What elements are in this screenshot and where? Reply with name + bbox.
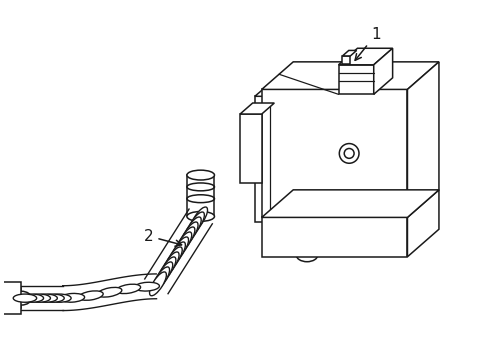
- Ellipse shape: [178, 227, 195, 251]
- Ellipse shape: [339, 144, 358, 163]
- Ellipse shape: [149, 272, 166, 296]
- Text: 2: 2: [143, 229, 181, 246]
- Ellipse shape: [330, 155, 339, 164]
- Polygon shape: [240, 103, 274, 114]
- Ellipse shape: [296, 230, 317, 244]
- Polygon shape: [261, 190, 438, 217]
- Ellipse shape: [27, 294, 50, 302]
- Polygon shape: [186, 175, 214, 216]
- Ellipse shape: [186, 212, 214, 221]
- Ellipse shape: [60, 293, 84, 302]
- Polygon shape: [407, 62, 438, 217]
- Ellipse shape: [276, 227, 289, 235]
- Ellipse shape: [186, 170, 214, 180]
- Ellipse shape: [325, 150, 343, 168]
- Polygon shape: [338, 48, 392, 65]
- Ellipse shape: [13, 294, 37, 302]
- Ellipse shape: [181, 222, 198, 246]
- Ellipse shape: [168, 242, 185, 266]
- Ellipse shape: [116, 284, 141, 294]
- Ellipse shape: [187, 212, 204, 236]
- Ellipse shape: [97, 287, 122, 297]
- Ellipse shape: [190, 207, 207, 231]
- Polygon shape: [342, 50, 356, 56]
- Ellipse shape: [162, 252, 179, 276]
- Text: 1: 1: [354, 27, 380, 60]
- Polygon shape: [342, 56, 349, 64]
- Polygon shape: [373, 48, 392, 94]
- Polygon shape: [338, 65, 373, 94]
- Polygon shape: [240, 114, 261, 183]
- Polygon shape: [400, 67, 434, 222]
- Ellipse shape: [296, 248, 317, 262]
- Polygon shape: [0, 282, 21, 314]
- Ellipse shape: [20, 294, 43, 302]
- Ellipse shape: [152, 267, 169, 291]
- Ellipse shape: [344, 148, 353, 158]
- Polygon shape: [261, 217, 407, 257]
- Ellipse shape: [159, 257, 176, 281]
- Polygon shape: [261, 89, 407, 217]
- Ellipse shape: [184, 217, 201, 241]
- Ellipse shape: [12, 291, 31, 305]
- Ellipse shape: [79, 291, 103, 300]
- Ellipse shape: [156, 262, 172, 286]
- Ellipse shape: [171, 237, 188, 261]
- Polygon shape: [261, 62, 438, 89]
- Ellipse shape: [175, 232, 191, 256]
- Ellipse shape: [34, 294, 57, 302]
- Ellipse shape: [134, 282, 159, 291]
- Ellipse shape: [272, 242, 294, 256]
- Polygon shape: [254, 67, 434, 96]
- Polygon shape: [254, 96, 400, 222]
- Ellipse shape: [41, 294, 64, 302]
- Ellipse shape: [165, 247, 182, 271]
- Ellipse shape: [48, 294, 71, 302]
- Ellipse shape: [272, 224, 294, 238]
- Polygon shape: [407, 190, 438, 257]
- Polygon shape: [0, 288, 21, 308]
- Ellipse shape: [300, 233, 313, 241]
